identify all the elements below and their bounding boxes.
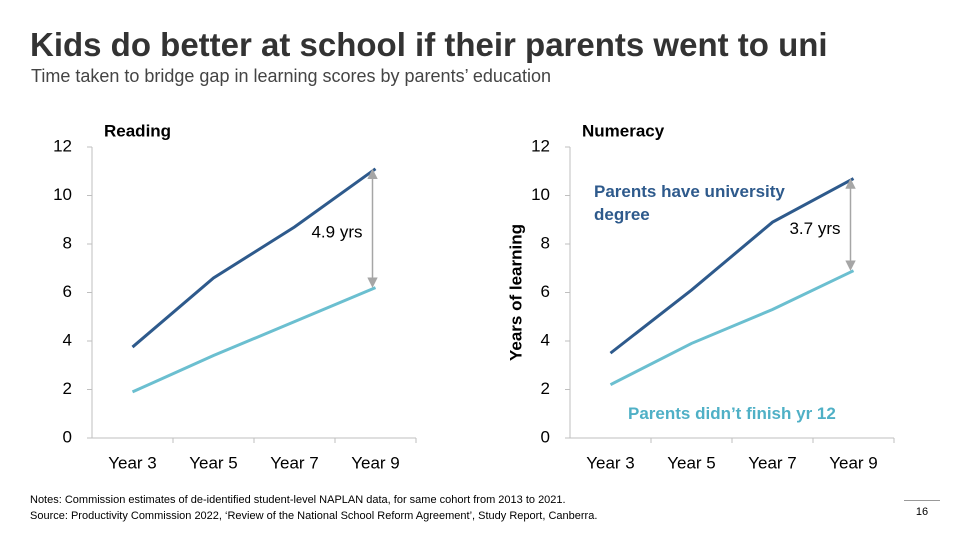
y-tick-label: 4	[541, 330, 550, 349]
y-tick-label: 6	[63, 282, 72, 301]
y-tick-label: 12	[531, 136, 550, 155]
chart-title: Reading	[104, 121, 171, 140]
legend-label: Parents have university degree	[594, 182, 785, 224]
slide-title: Kids do better at school if their parent…	[30, 26, 828, 63]
legend-label: Parents didn’t finish yr 12	[628, 404, 836, 423]
y-axis-label: Years of learning	[506, 224, 525, 361]
y-tick-label: 4	[63, 330, 72, 349]
annotation: 4.9 yrs	[311, 223, 362, 242]
y-tick-label: 8	[541, 233, 550, 252]
x-tick-label: Year 7	[270, 453, 319, 472]
annotation: 3.7 yrs	[789, 219, 840, 238]
x-tick-label: Year 3	[108, 453, 157, 472]
x-tick-label: Year 3	[586, 453, 635, 472]
y-tick-label: 0	[63, 427, 72, 446]
y-tick-label: 8	[63, 233, 72, 252]
y-tick-label: 10	[531, 185, 550, 204]
y-tick-label: 10	[53, 185, 72, 204]
slide-subtitle: Time taken to bridge gap in learning sco…	[31, 66, 551, 86]
x-tick-label: Year 7	[748, 453, 797, 472]
source: Source: Productivity Commission 2022, ‘R…	[30, 510, 598, 522]
page-number: 16	[915, 506, 929, 518]
y-tick-label: 12	[53, 136, 72, 155]
page-rule	[904, 500, 940, 501]
x-tick-label: Year 5	[189, 453, 238, 472]
y-tick-label: 0	[541, 427, 550, 446]
x-tick-label: Year 5	[667, 453, 716, 472]
notes: Notes: Commission estimates of de-identi…	[30, 494, 566, 506]
series-line	[131, 286, 377, 394]
y-tick-label: 6	[541, 282, 550, 301]
x-tick-label: Year 9	[829, 453, 878, 472]
x-tick-label: Year 9	[351, 453, 400, 472]
y-tick-label: 2	[63, 379, 72, 398]
chart-title: Numeracy	[582, 121, 665, 140]
series-line	[609, 269, 855, 386]
series-line	[609, 177, 855, 355]
y-tick-label: 2	[541, 379, 550, 398]
series-line	[131, 167, 377, 349]
